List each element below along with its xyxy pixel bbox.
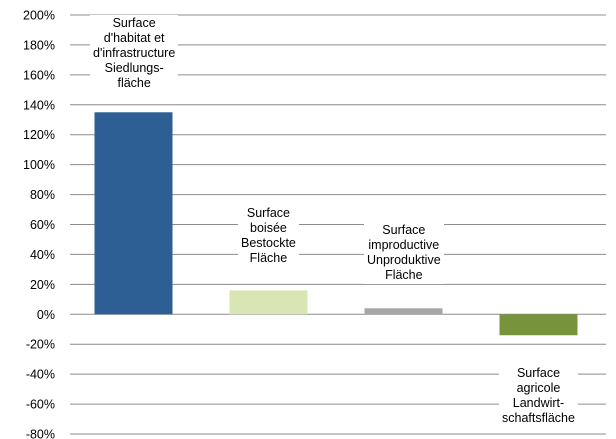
category-label-line: Bestockte xyxy=(241,236,296,250)
category-label-line: d'habitat et xyxy=(103,31,165,45)
category-label-line: Surface xyxy=(382,223,426,237)
category-label-line: Landwirt- xyxy=(512,396,565,410)
category-label-line: Fläche xyxy=(249,251,288,265)
y-tick-label: -40% xyxy=(26,368,55,382)
y-tick-label: 180% xyxy=(23,38,55,52)
category-label-line: boisée xyxy=(250,221,287,235)
category-label-4: Surface agricole Landwirt-schaftsfläche xyxy=(499,365,578,427)
bar-4 xyxy=(499,314,578,336)
y-tick-label: 160% xyxy=(23,68,55,82)
category-label-line: fläche xyxy=(117,76,151,90)
category-label-2: Surface boisée Bestockte Fläche xyxy=(238,205,299,267)
y-tick-label: -20% xyxy=(26,338,55,352)
category-label-3: Surface improductive Unproduktive Fläche xyxy=(364,222,444,284)
category-label-line: agricole xyxy=(516,381,561,395)
category-label-line: Unproduktive xyxy=(367,253,441,267)
y-tick-label: 20% xyxy=(30,278,55,292)
category-label-line: d'infrastructure xyxy=(93,46,176,60)
category-label-line: Surface xyxy=(112,16,156,30)
bar-2 xyxy=(229,290,308,315)
bar-1 xyxy=(94,112,173,315)
y-tick-label: 120% xyxy=(23,128,55,142)
category-label-line: Fläche xyxy=(385,268,423,282)
category-label-line: improductive xyxy=(368,238,440,252)
category-label-line: schaftsfläche xyxy=(502,411,575,425)
y-tick-label: -80% xyxy=(26,428,55,439)
category-label-line: Surface xyxy=(246,206,290,220)
y-tick-label: 60% xyxy=(30,218,55,232)
category-label-line: Siedlungs- xyxy=(104,61,164,75)
y-tick-label: 140% xyxy=(23,98,55,112)
y-tick-label: 200% xyxy=(23,9,55,23)
bar-3 xyxy=(364,308,443,315)
y-tick-label: 40% xyxy=(30,248,55,262)
category-label-1: Surface d'habitat et d'infrastructure Siedl… xyxy=(90,15,179,92)
y-tick-label: 80% xyxy=(30,188,55,202)
y-tick-label: 0% xyxy=(37,308,55,322)
y-tick-label: 100% xyxy=(23,158,55,172)
y-tick-label: -60% xyxy=(26,398,55,412)
category-label-line: Surface xyxy=(516,366,561,380)
